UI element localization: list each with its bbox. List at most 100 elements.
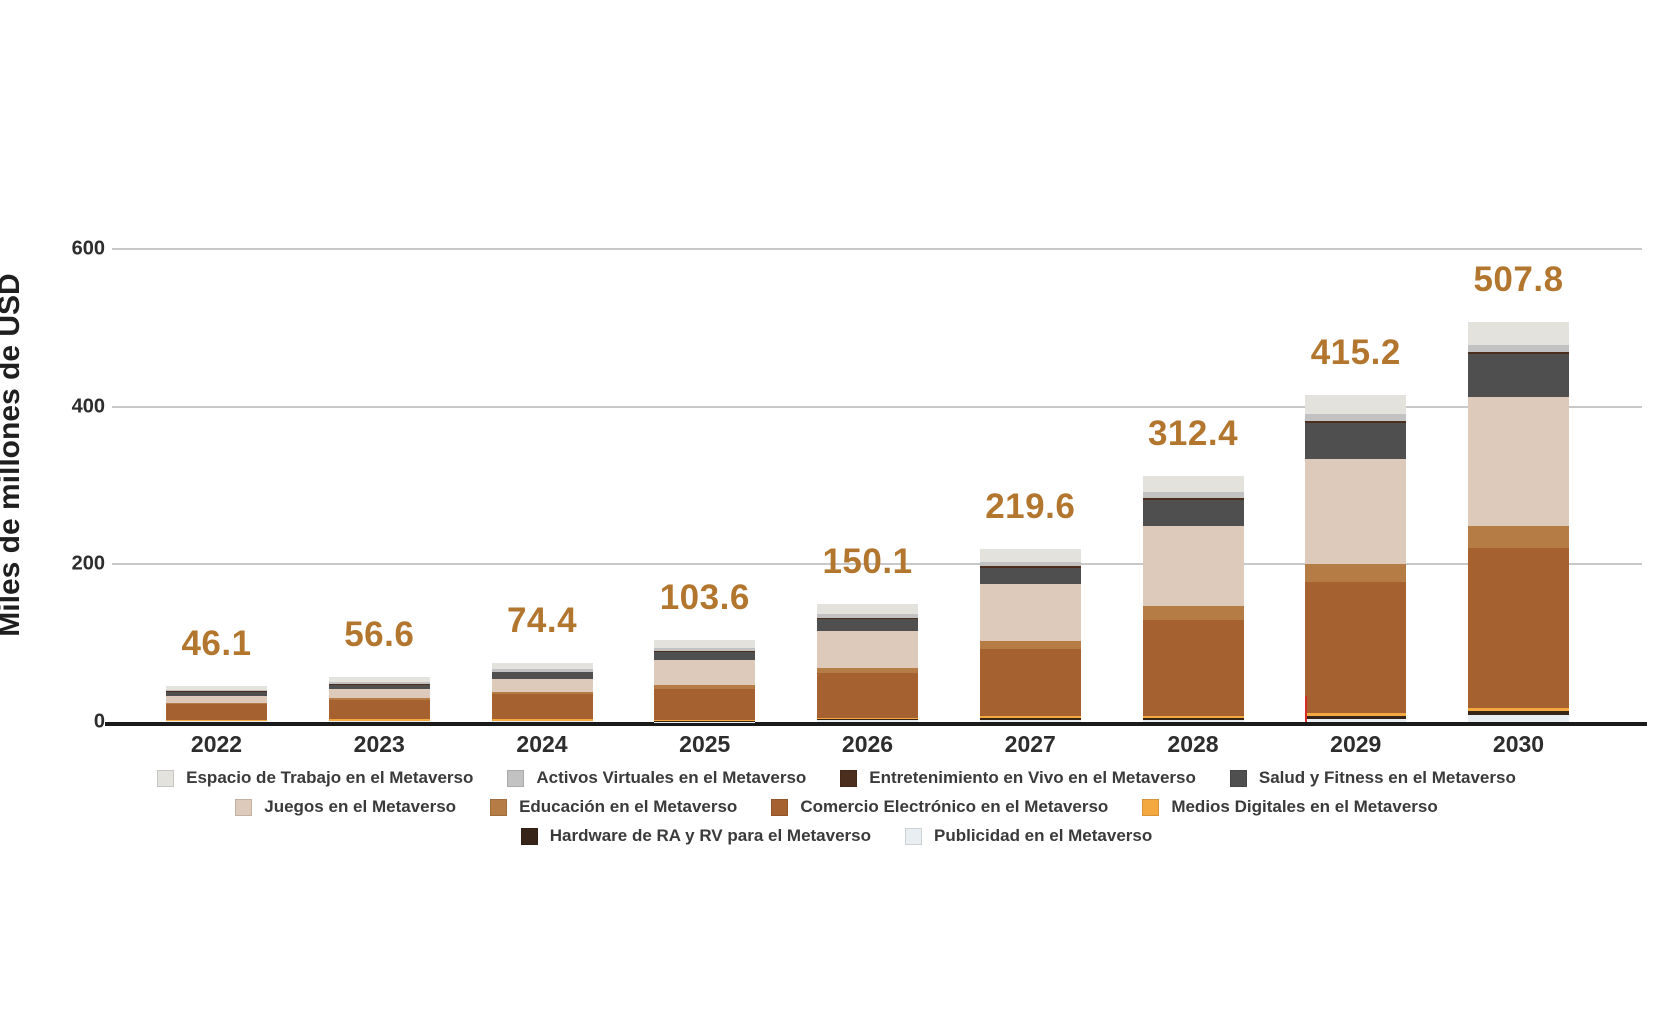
segment-2024-educaci-n-en-el-metaverso[interactable] [491, 691, 593, 695]
segment-2029-hardware-de-ra-y-rv-para-el-metaverso[interactable] [1305, 715, 1407, 719]
segment-2025-juegos-en-el-metaverso[interactable] [654, 660, 756, 686]
segment-2028-espacio-de-trabajo-en-el-metaverso[interactable] [1142, 475, 1244, 493]
segment-2025-salud-y-fitness-en-el-metaverso[interactable] [654, 651, 756, 661]
segment-2028-comercio-electr-nico-en-el-metaverso[interactable] [1142, 620, 1244, 716]
segment-2022-juegos-en-el-metaverso[interactable] [166, 695, 267, 703]
bar-2025 [654, 640, 756, 722]
segment-2027-educaci-n-en-el-metaverso[interactable] [979, 641, 1081, 649]
segment-2023-publicidad-en-el-metaverso[interactable] [328, 721, 430, 722]
segment-2026-activos-virtuales-en-el-metaverso[interactable] [817, 613, 918, 618]
segment-2023-educaci-n-en-el-metaverso[interactable] [328, 697, 430, 700]
legend-item-hardware-de-ra-y-rv-para-el-metaverso[interactable]: Hardware de RA y RV para el Metaverso [520, 826, 871, 846]
segment-2030-activos-virtuales-en-el-metaverso[interactable] [1468, 344, 1569, 352]
segment-2030-salud-y-fitness-en-el-metaverso[interactable] [1468, 354, 1569, 397]
bar-2030 [1468, 321, 1569, 722]
segment-2028-educaci-n-en-el-metaverso[interactable] [1142, 606, 1244, 621]
segment-2027-espacio-de-trabajo-en-el-metaverso[interactable] [979, 548, 1081, 562]
segment-2030-medios-digitales-en-el-metaverso[interactable] [1468, 708, 1569, 712]
segment-2024-activos-virtuales-en-el-metaverso[interactable] [491, 669, 593, 672]
segment-2022-hardware-de-ra-y-rv-para-el-metaverso[interactable] [166, 720, 267, 722]
segment-2029-espacio-de-trabajo-en-el-metaverso[interactable] [1305, 394, 1407, 415]
segment-2029-juegos-en-el-metaverso[interactable] [1305, 458, 1407, 565]
segment-2026-comercio-electr-nico-en-el-metaverso[interactable] [817, 673, 918, 718]
segment-2023-salud-y-fitness-en-el-metaverso[interactable] [328, 684, 430, 690]
segment-2024-medios-digitales-en-el-metaverso[interactable] [491, 719, 593, 721]
segment-2024-entretenimiento-en-vivo-en-el-metaverso[interactable] [491, 671, 593, 673]
segment-2030-espacio-de-trabajo-en-el-metaverso[interactable] [1468, 321, 1569, 345]
segment-2029-medios-digitales-en-el-metaverso[interactable] [1305, 713, 1407, 716]
segment-2023-juegos-en-el-metaverso[interactable] [328, 689, 430, 698]
y-tick-400: 400 [71, 395, 105, 418]
segment-2024-espacio-de-trabajo-en-el-metaverso[interactable] [491, 663, 593, 670]
segment-2022-medios-digitales-en-el-metaverso[interactable] [166, 719, 267, 721]
segment-2025-medios-digitales-en-el-metaverso[interactable] [654, 719, 756, 722]
legend-item-juegos-en-el-metaverso[interactable]: Juegos en el Metaverso [235, 797, 456, 817]
segment-2024-comercio-electr-nico-en-el-metaverso[interactable] [491, 694, 593, 720]
segment-2024-juegos-en-el-metaverso[interactable] [491, 678, 593, 692]
segment-2026-entretenimiento-en-vivo-en-el-metaverso[interactable] [817, 617, 918, 619]
legend-swatch-medios-digitales-en-el-metaverso [1142, 798, 1160, 816]
legend-item-medios-digitales-en-el-metaverso[interactable]: Medios Digitales en el Metaverso [1142, 797, 1438, 817]
segment-2029-comercio-electr-nico-en-el-metaverso[interactable] [1305, 582, 1407, 714]
segment-2026-educaci-n-en-el-metaverso[interactable] [817, 668, 918, 674]
segment-2025-comercio-electr-nico-en-el-metaverso[interactable] [654, 688, 756, 720]
legend-item-educaci-n-en-el-metaverso[interactable]: Educación en el Metaverso [490, 797, 737, 817]
segment-2030-educaci-n-en-el-metaverso[interactable] [1468, 526, 1569, 548]
segment-2028-salud-y-fitness-en-el-metaverso[interactable] [1142, 499, 1244, 526]
segment-2030-hardware-de-ra-y-rv-para-el-metaverso[interactable] [1468, 711, 1569, 716]
legend-item-espacio-de-trabajo-en-el-metaverso[interactable]: Espacio de Trabajo en el Metaverso [157, 768, 473, 788]
segment-2026-publicidad-en-el-metaverso[interactable] [817, 720, 918, 722]
segment-2027-comercio-electr-nico-en-el-metaverso[interactable] [979, 648, 1081, 716]
segment-2027-medios-digitales-en-el-metaverso[interactable] [979, 715, 1081, 718]
segment-2028-activos-virtuales-en-el-metaverso[interactable] [1142, 492, 1244, 498]
segment-2025-activos-virtuales-en-el-metaverso[interactable] [654, 648, 756, 652]
segment-2024-salud-y-fitness-en-el-metaverso[interactable] [491, 672, 593, 679]
segment-2029-activos-virtuales-en-el-metaverso[interactable] [1305, 414, 1407, 421]
segment-2028-juegos-en-el-metaverso[interactable] [1142, 525, 1244, 607]
legend-item-publicidad-en-el-metaverso[interactable]: Publicidad en el Metaverso [905, 826, 1152, 846]
segment-2022-espacio-de-trabajo-en-el-metaverso[interactable] [166, 685, 267, 690]
segment-2023-medios-digitales-en-el-metaverso[interactable] [328, 719, 430, 721]
segment-2022-educaci-n-en-el-metaverso[interactable] [166, 702, 267, 705]
segment-2025-educaci-n-en-el-metaverso[interactable] [654, 685, 756, 689]
legend-item-entretenimiento-en-vivo-en-el-metaverso[interactable]: Entretenimiento en Vivo en el Metaverso [840, 768, 1196, 788]
segment-2022-comercio-electr-nico-en-el-metaverso[interactable] [166, 704, 267, 720]
segment-2026-hardware-de-ra-y-rv-para-el-metaverso[interactable] [817, 719, 918, 721]
segment-2029-salud-y-fitness-en-el-metaverso[interactable] [1305, 423, 1407, 459]
segment-2028-medios-digitales-en-el-metaverso[interactable] [1142, 715, 1244, 719]
segment-2027-juegos-en-el-metaverso[interactable] [979, 584, 1081, 642]
segment-2026-salud-y-fitness-en-el-metaverso[interactable] [817, 618, 918, 631]
segment-2022-publicidad-en-el-metaverso[interactable] [166, 721, 267, 722]
legend-item-comercio-electr-nico-en-el-metaverso[interactable]: Comercio Electrónico en el Metaverso [771, 797, 1108, 817]
segment-2023-comercio-electr-nico-en-el-metaverso[interactable] [328, 699, 430, 720]
segment-2029-entretenimiento-en-vivo-en-el-metaverso[interactable] [1305, 420, 1407, 424]
segment-2027-entretenimiento-en-vivo-en-el-metaverso[interactable] [979, 566, 1081, 568]
segment-2027-hardware-de-ra-y-rv-para-el-metaverso[interactable] [979, 717, 1081, 721]
segment-2030-comercio-electr-nico-en-el-metaverso[interactable] [1468, 547, 1569, 709]
segment-2023-espacio-de-trabajo-en-el-metaverso[interactable] [328, 677, 430, 683]
segment-2030-publicidad-en-el-metaverso[interactable] [1468, 715, 1569, 722]
segment-2029-publicidad-en-el-metaverso[interactable] [1305, 718, 1407, 722]
segment-2022-activos-virtuales-en-el-metaverso[interactable] [166, 689, 267, 692]
segment-2027-publicidad-en-el-metaverso[interactable] [979, 720, 1081, 722]
segment-2028-hardware-de-ra-y-rv-para-el-metaverso[interactable] [1142, 718, 1244, 721]
segment-2026-medios-digitales-en-el-metaverso[interactable] [817, 717, 918, 720]
segment-2026-espacio-de-trabajo-en-el-metaverso[interactable] [817, 603, 918, 614]
legend-item-activos-virtuales-en-el-metaverso[interactable]: Activos Virtuales en el Metaverso [507, 768, 806, 788]
segment-2025-espacio-de-trabajo-en-el-metaverso[interactable] [654, 640, 756, 649]
segment-2029-educaci-n-en-el-metaverso[interactable] [1305, 564, 1407, 583]
segment-2030-juegos-en-el-metaverso[interactable] [1468, 397, 1569, 527]
segment-2025-entretenimiento-en-vivo-en-el-metaverso[interactable] [654, 651, 756, 652]
segment-2027-salud-y-fitness-en-el-metaverso[interactable] [979, 567, 1081, 585]
segment-2028-publicidad-en-el-metaverso[interactable] [1142, 720, 1244, 722]
segment-2030-entretenimiento-en-vivo-en-el-metaverso[interactable] [1468, 351, 1569, 355]
segment-2023-hardware-de-ra-y-rv-para-el-metaverso[interactable] [328, 720, 430, 722]
segment-2022-salud-y-fitness-en-el-metaverso[interactable] [166, 691, 267, 696]
segment-2026-juegos-en-el-metaverso[interactable] [817, 630, 918, 669]
segment-2024-publicidad-en-el-metaverso[interactable] [491, 721, 593, 722]
segment-2027-activos-virtuales-en-el-metaverso[interactable] [979, 561, 1081, 567]
legend-item-salud-y-fitness-en-el-metaverso[interactable]: Salud y Fitness en el Metaverso [1229, 768, 1516, 788]
segment-2023-activos-virtuales-en-el-metaverso[interactable] [328, 682, 430, 685]
segment-2028-entretenimiento-en-vivo-en-el-metaverso[interactable] [1142, 497, 1244, 500]
segment-2024-hardware-de-ra-y-rv-para-el-metaverso[interactable] [491, 720, 593, 722]
